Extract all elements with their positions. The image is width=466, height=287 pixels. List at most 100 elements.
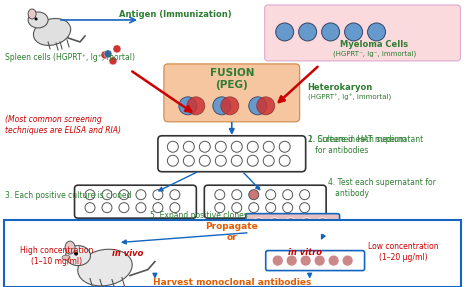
- Circle shape: [231, 141, 242, 152]
- Circle shape: [266, 190, 276, 200]
- Text: in vivo: in vivo: [112, 249, 144, 258]
- Circle shape: [215, 155, 226, 166]
- Circle shape: [167, 155, 178, 166]
- FancyBboxPatch shape: [246, 214, 340, 234]
- Text: Spleen cells (HGPRT⁺, Ig⁺, mortal): Spleen cells (HGPRT⁺, Ig⁺, mortal): [5, 53, 135, 62]
- Circle shape: [104, 50, 112, 58]
- Circle shape: [266, 203, 276, 213]
- Circle shape: [170, 190, 180, 200]
- Circle shape: [101, 51, 109, 59]
- Ellipse shape: [78, 249, 132, 286]
- Ellipse shape: [65, 241, 75, 254]
- Text: High concentration
(1–10 mg/ml): High concentration (1–10 mg/ml): [20, 246, 94, 265]
- Circle shape: [286, 255, 297, 266]
- Text: Heterokaryon: Heterokaryon: [308, 83, 373, 92]
- Circle shape: [109, 57, 117, 65]
- Text: Antigen (Immunization): Antigen (Immunization): [118, 10, 231, 19]
- Circle shape: [153, 203, 163, 213]
- Circle shape: [300, 255, 311, 266]
- Circle shape: [215, 203, 225, 213]
- FancyBboxPatch shape: [75, 185, 196, 218]
- Text: Myeloma Cells: Myeloma Cells: [341, 40, 409, 49]
- Circle shape: [263, 155, 274, 166]
- Circle shape: [276, 23, 294, 41]
- Circle shape: [102, 203, 112, 213]
- Circle shape: [300, 190, 309, 200]
- Circle shape: [183, 141, 194, 152]
- Ellipse shape: [66, 246, 90, 265]
- Circle shape: [283, 190, 293, 200]
- Circle shape: [167, 141, 178, 152]
- Circle shape: [187, 97, 205, 115]
- Circle shape: [322, 23, 340, 41]
- Circle shape: [269, 218, 281, 230]
- Circle shape: [301, 218, 313, 230]
- Text: 1. Culture in HAT medium: 1. Culture in HAT medium: [308, 135, 406, 144]
- Circle shape: [179, 97, 197, 115]
- FancyBboxPatch shape: [164, 64, 300, 122]
- Circle shape: [257, 97, 275, 115]
- Circle shape: [221, 97, 239, 115]
- Circle shape: [213, 97, 231, 115]
- Circle shape: [153, 190, 163, 200]
- Circle shape: [249, 203, 259, 213]
- Circle shape: [344, 23, 363, 41]
- Text: 5. Expand positive clones: 5. Expand positive clones: [150, 211, 247, 220]
- Circle shape: [316, 218, 329, 230]
- Circle shape: [119, 203, 129, 213]
- Circle shape: [279, 155, 290, 166]
- Circle shape: [231, 155, 242, 166]
- FancyBboxPatch shape: [204, 185, 326, 218]
- Circle shape: [170, 203, 180, 213]
- FancyBboxPatch shape: [265, 5, 460, 61]
- Circle shape: [232, 190, 242, 200]
- Circle shape: [342, 255, 353, 266]
- Circle shape: [279, 141, 290, 152]
- Circle shape: [272, 255, 283, 266]
- Text: (HGPRT⁺, Ig⁺, immortal): (HGPRT⁺, Ig⁺, immortal): [308, 94, 391, 101]
- Circle shape: [215, 190, 225, 200]
- Text: (Most common screening
techniques are ELISA and RIA): (Most common screening techniques are EL…: [5, 115, 121, 135]
- Circle shape: [285, 218, 297, 230]
- Circle shape: [247, 155, 258, 166]
- Circle shape: [232, 203, 242, 213]
- Ellipse shape: [62, 255, 70, 260]
- Circle shape: [249, 97, 267, 115]
- Ellipse shape: [34, 18, 71, 45]
- Circle shape: [85, 190, 95, 200]
- Circle shape: [136, 203, 146, 213]
- Circle shape: [199, 155, 210, 166]
- Circle shape: [102, 190, 112, 200]
- Circle shape: [300, 203, 309, 213]
- Circle shape: [85, 203, 95, 213]
- Circle shape: [263, 141, 274, 152]
- Circle shape: [34, 18, 38, 20]
- Circle shape: [136, 190, 146, 200]
- Circle shape: [247, 141, 258, 152]
- Circle shape: [119, 190, 129, 200]
- Text: Low concentration
(1–20 μg/ml): Low concentration (1–20 μg/ml): [368, 242, 438, 261]
- Circle shape: [253, 218, 265, 230]
- Circle shape: [113, 45, 121, 53]
- Ellipse shape: [28, 9, 36, 19]
- Text: FUSION
(PEG): FUSION (PEG): [210, 68, 254, 90]
- Circle shape: [328, 255, 339, 266]
- Circle shape: [283, 203, 293, 213]
- Circle shape: [215, 141, 226, 152]
- Text: 3. Each positive culture is cloned: 3. Each positive culture is cloned: [5, 191, 131, 200]
- Circle shape: [249, 190, 259, 200]
- Text: Harvest monoclonal antibodies: Harvest monoclonal antibodies: [152, 278, 311, 286]
- Text: 2. Screened each supernatant
   for antibodies: 2. Screened each supernatant for antibod…: [308, 135, 423, 155]
- Text: 4. Test each supernatant for
   antibody: 4. Test each supernatant for antibody: [328, 178, 436, 198]
- FancyBboxPatch shape: [158, 136, 306, 172]
- Circle shape: [314, 255, 325, 266]
- Circle shape: [74, 252, 78, 256]
- Text: Propagate
or: Propagate or: [206, 222, 258, 242]
- Circle shape: [368, 23, 385, 41]
- Ellipse shape: [28, 12, 48, 28]
- Circle shape: [299, 23, 316, 41]
- Text: in vitro: in vitro: [288, 248, 322, 257]
- FancyBboxPatch shape: [266, 251, 364, 271]
- Bar: [4, 220, 461, 286]
- Circle shape: [199, 141, 210, 152]
